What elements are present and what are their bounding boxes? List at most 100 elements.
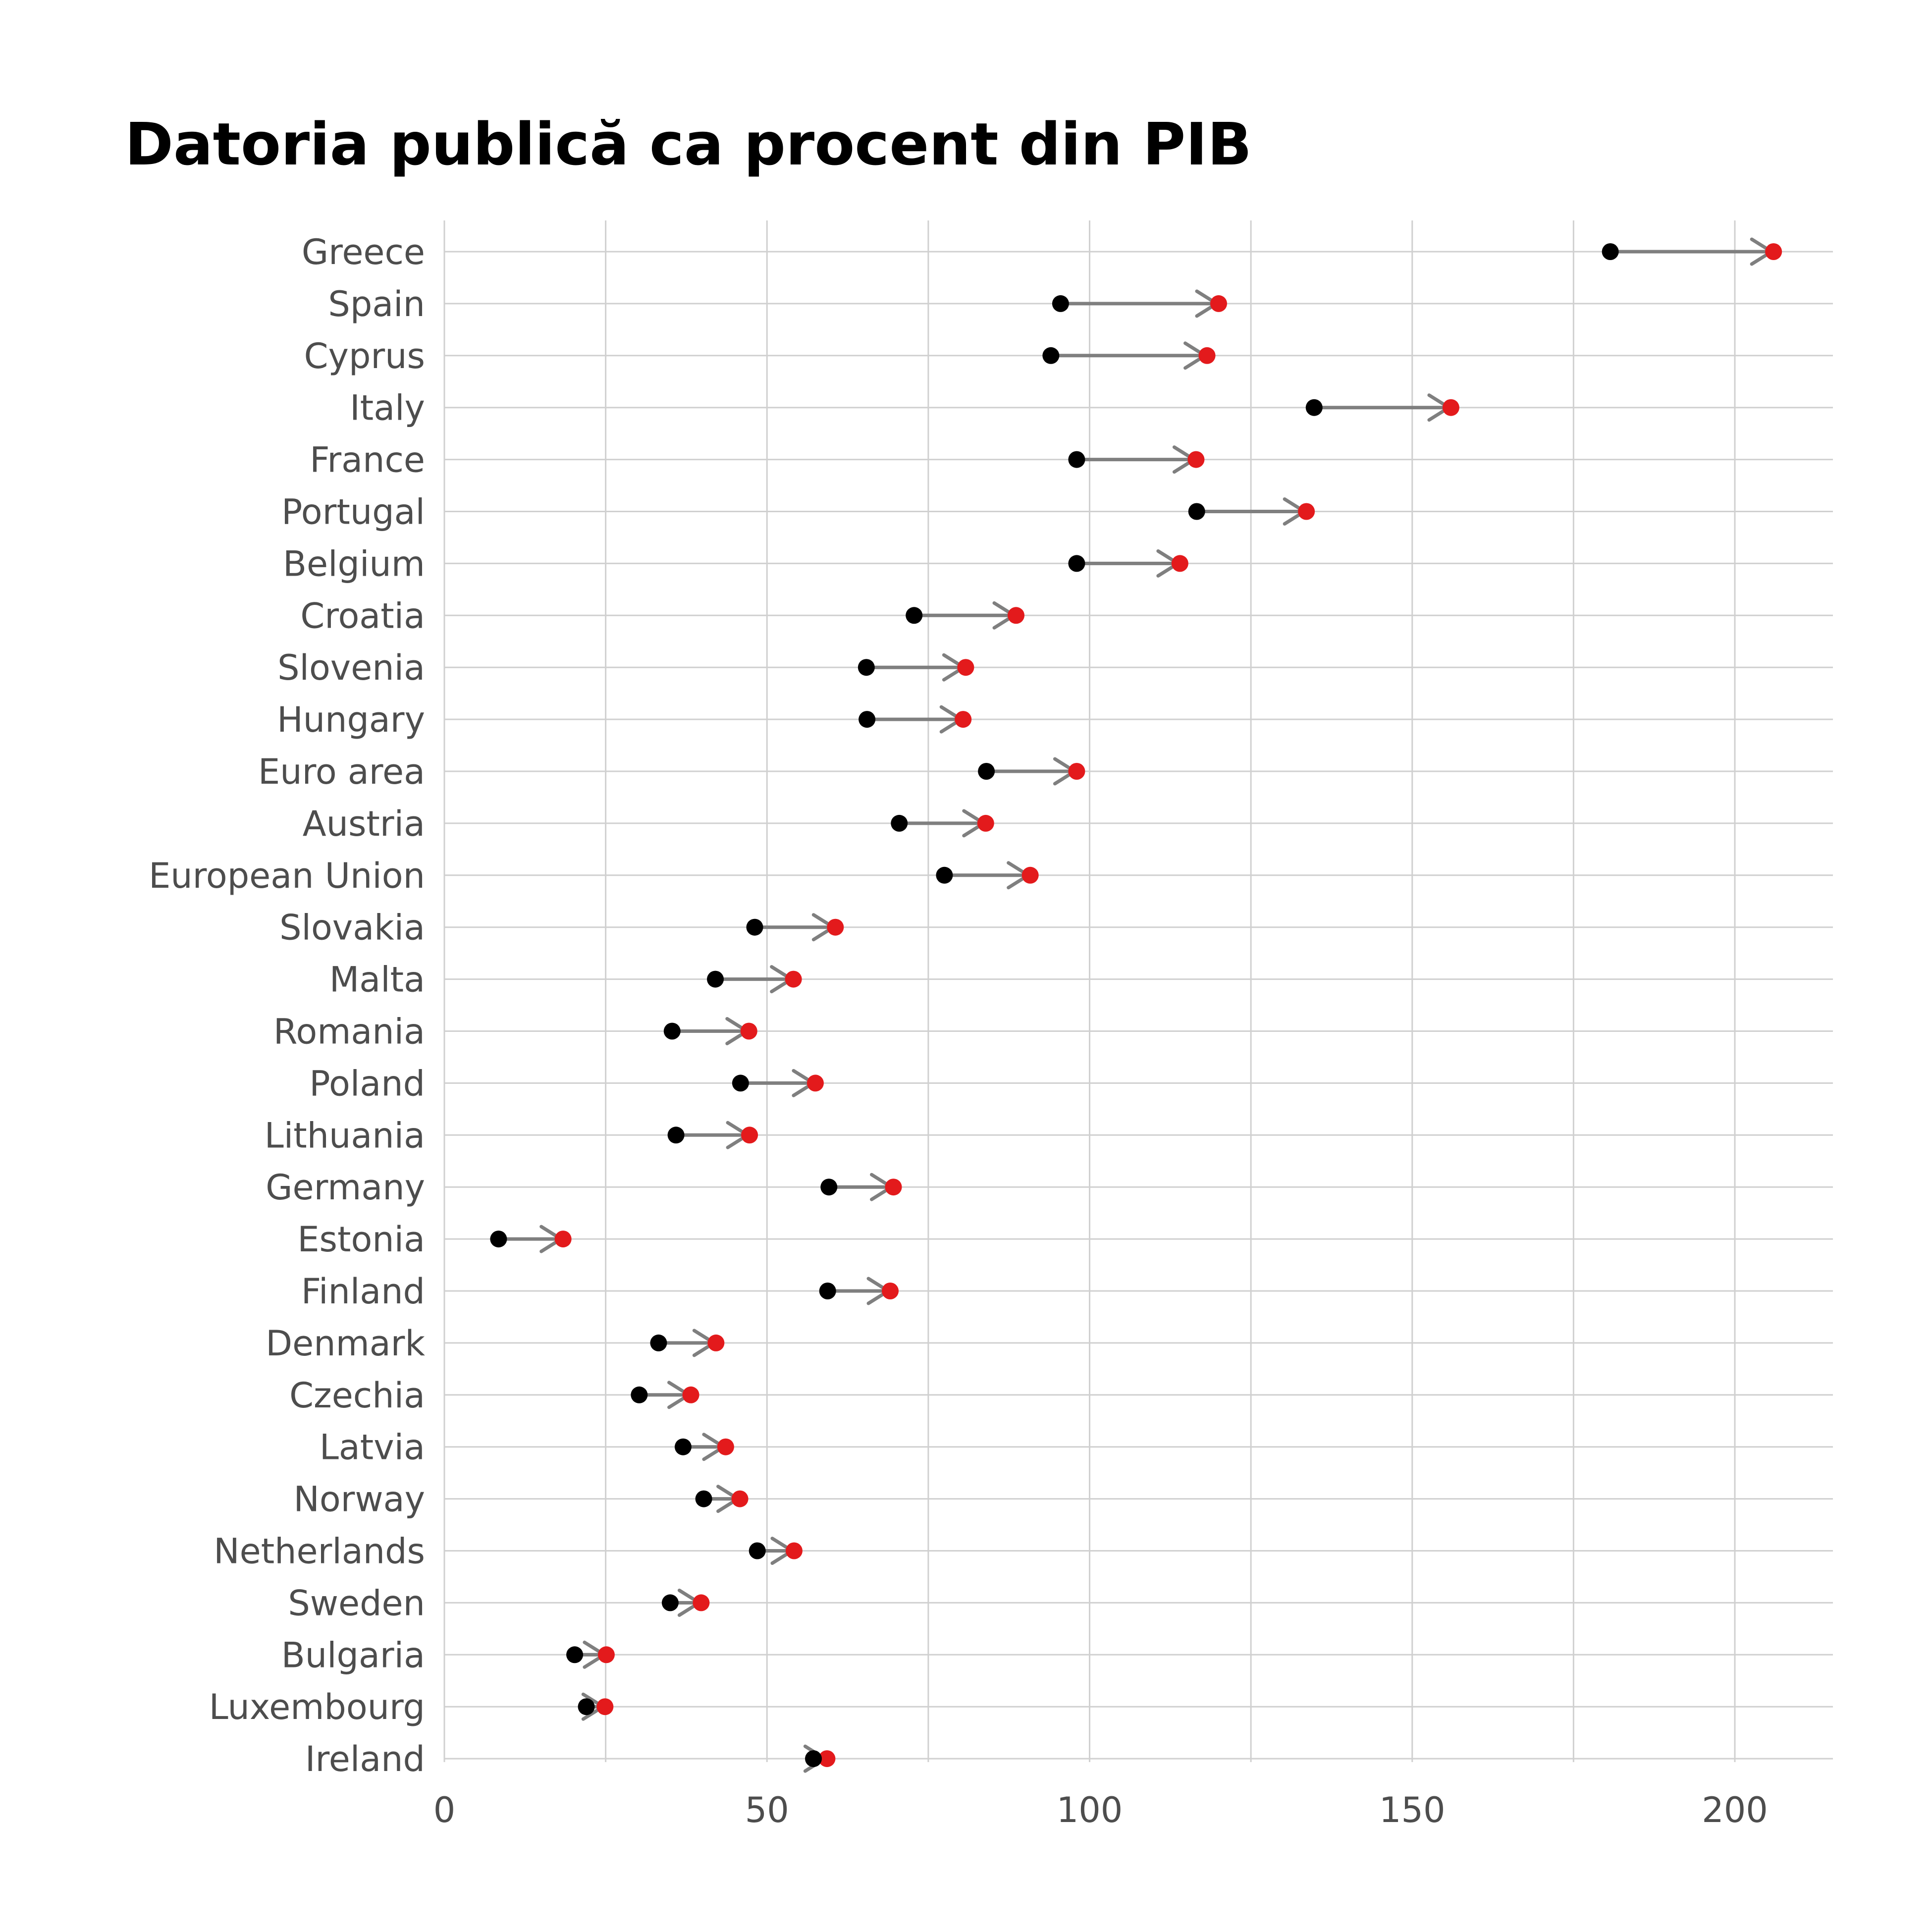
end-point: [957, 659, 974, 676]
start-point: [631, 1386, 648, 1403]
y-tick-label: Luxembourg: [209, 1687, 425, 1727]
points: [490, 243, 1782, 1768]
end-point: [827, 918, 844, 936]
end-point: [1442, 399, 1459, 416]
start-point: [1068, 451, 1085, 468]
start-point: [661, 1594, 679, 1611]
y-tick-label: Slovakia: [279, 908, 425, 948]
start-point: [1042, 347, 1060, 364]
start-point: [859, 711, 876, 728]
end-point: [682, 1386, 699, 1403]
y-tick-label: Finland: [301, 1271, 425, 1312]
x-tick-label: 100: [1057, 1790, 1123, 1830]
start-point: [906, 607, 923, 624]
start-point: [650, 1334, 667, 1351]
end-point: [1298, 503, 1315, 520]
x-tick-label: 150: [1379, 1790, 1446, 1830]
x-tick-label: 200: [1702, 1790, 1768, 1830]
start-point: [1052, 295, 1069, 312]
end-point: [1021, 866, 1039, 884]
end-point: [1187, 451, 1205, 468]
start-point: [566, 1646, 584, 1664]
end-point: [596, 1698, 614, 1716]
start-point: [490, 1231, 507, 1248]
y-axis-labels: Greece Spain Cyprus Italy France Portugal Belg…: [149, 232, 425, 1779]
y-tick-label: France: [310, 440, 425, 481]
start-point: [936, 866, 953, 884]
y-tick-label: Poland: [309, 1063, 425, 1104]
y-tick-label: Romania: [273, 1012, 425, 1052]
y-tick-label: Hungary: [277, 699, 425, 740]
end-point: [806, 1074, 824, 1092]
y-tick-label: Bulgaria: [281, 1635, 425, 1675]
y-tick-label: Latvia: [320, 1427, 425, 1468]
start-point: [1602, 243, 1619, 260]
y-tick-label: Spain: [328, 284, 425, 324]
y-tick-label: Norway: [293, 1479, 425, 1520]
end-point: [882, 1283, 899, 1299]
y-tick-label: Slovenia: [277, 647, 425, 688]
start-point: [1068, 555, 1085, 572]
end-point: [554, 1231, 572, 1248]
grid: [443, 220, 1833, 1762]
end-point: [717, 1438, 734, 1455]
end-point: [597, 1646, 615, 1664]
end-point: [885, 1179, 902, 1196]
end-point: [785, 1542, 803, 1559]
y-tick-label: Estonia: [297, 1219, 425, 1260]
end-point: [707, 1334, 725, 1351]
y-tick-label: Ireland: [305, 1739, 425, 1779]
start-point: [858, 659, 875, 676]
x-axis-labels: 0 50 100 150 200: [433, 1790, 1768, 1830]
end-point: [1210, 295, 1227, 312]
start-point: [695, 1490, 712, 1507]
start-point: [1188, 503, 1205, 520]
x-tick-label: 50: [745, 1790, 789, 1830]
end-point: [1765, 243, 1782, 260]
start-point: [746, 918, 763, 936]
end-point: [1198, 347, 1216, 364]
y-tick-label: Cyprus: [304, 336, 425, 376]
start-point: [819, 1283, 836, 1299]
y-tick-label: Austria: [303, 804, 425, 844]
y-tick-label: Sweden: [288, 1583, 425, 1623]
x-tick-label: 0: [433, 1790, 456, 1830]
y-tick-label: Malta: [329, 960, 425, 1000]
y-tick-label: Czechia: [289, 1375, 425, 1416]
start-point: [820, 1179, 838, 1196]
start-point: [749, 1542, 766, 1559]
end-point: [741, 1127, 758, 1144]
start-point: [674, 1438, 692, 1455]
y-tick-label: Portugal: [281, 492, 425, 533]
start-point: [667, 1127, 685, 1144]
start-point: [1305, 399, 1323, 416]
y-tick-label: Belgium: [283, 543, 425, 584]
y-tick-label: Denmark: [266, 1323, 425, 1364]
end-point: [1171, 555, 1188, 572]
end-point: [1068, 763, 1085, 780]
y-tick-label: Croatia: [300, 595, 425, 636]
y-tick-label: Italy: [350, 388, 425, 429]
y-tick-label: Euro area: [258, 751, 425, 792]
y-tick-label: European Union: [149, 856, 425, 896]
end-point: [731, 1490, 749, 1507]
end-point: [693, 1594, 710, 1611]
start-point: [707, 970, 724, 988]
start-point: [578, 1698, 595, 1716]
start-point: [805, 1750, 822, 1768]
y-tick-label: Germany: [266, 1167, 425, 1208]
start-point: [891, 814, 908, 832]
end-point: [740, 1022, 757, 1040]
end-point: [1008, 607, 1025, 624]
y-tick-label: Netherlands: [214, 1531, 425, 1572]
end-point: [785, 970, 802, 988]
start-point: [732, 1074, 749, 1092]
start-point: [663, 1022, 681, 1040]
y-tick-label: Greece: [302, 232, 425, 272]
connectors: [496, 237, 1775, 1773]
end-point: [977, 814, 994, 832]
start-point: [978, 763, 995, 780]
end-point: [818, 1750, 836, 1768]
y-tick-label: Lithuania: [265, 1115, 425, 1156]
